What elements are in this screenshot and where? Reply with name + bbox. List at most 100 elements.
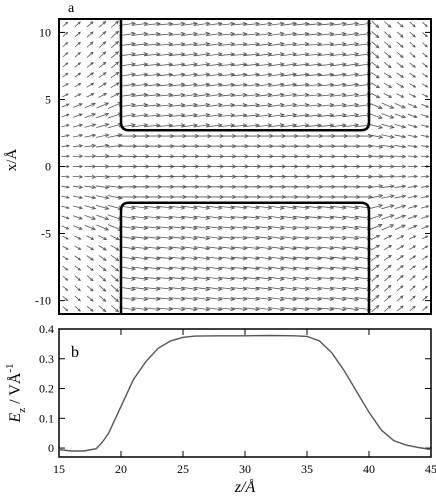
field-arrow [394,184,407,189]
field-arrow [268,62,285,67]
field-arrow [268,307,285,312]
field-arrow [98,20,107,28]
field-arrow [193,62,211,67]
field-arrow [420,175,430,179]
field-arrow [181,123,199,128]
field-arrow [84,195,97,200]
field-arrow [330,72,347,77]
field-arrow [181,21,199,26]
field-arrow [409,285,416,291]
field-arrow [73,113,83,118]
field-arrow [96,214,110,221]
field-arrow [268,266,285,271]
field-arrow [61,154,70,158]
field-arrow [255,225,273,231]
field-arrow [193,276,211,281]
field-arrow [381,184,395,189]
y-tick-label: -5 [41,227,51,241]
field-arrow [193,266,211,271]
field-arrow [255,62,273,67]
vector-field [61,20,430,313]
field-arrow [86,235,95,240]
field-arrow [420,154,430,158]
field-arrow [268,113,285,118]
field-arrow [181,82,199,87]
field-arrow [342,72,360,77]
field-arrow [268,82,285,87]
field-arrow [330,62,347,67]
channel-walls [119,19,371,314]
field-arrow [98,61,107,68]
field-arrow [407,144,418,149]
field-arrow [330,123,347,128]
field-arrow [330,215,347,220]
field-arrow [381,164,395,169]
y-tick-label: 0 [45,160,51,174]
x-tick-label: 35 [301,462,313,476]
field-arrow [407,124,418,129]
field-arrow [409,305,416,312]
field-arrow [98,41,107,48]
y-tick-label: 0.2 [39,382,54,396]
field-arrow [181,113,199,118]
field-arrow [96,224,110,231]
field-arrow [255,113,273,118]
field-arrow [255,72,273,77]
field-arrow [86,61,94,68]
field-arrow [381,102,395,109]
field-arrow [268,296,285,302]
field-arrow [110,284,120,293]
field-arrow [330,276,347,281]
field-arrow [371,31,380,39]
field-arrow [342,205,360,210]
field-arrow [193,82,211,87]
field-arrow [409,62,416,68]
field-arrow [268,236,285,241]
field-arrow [407,184,418,189]
field-arrow [110,30,120,38]
field-arrow [383,264,392,272]
field-arrow [62,72,69,78]
field-arrow [74,265,82,271]
field-arrow [181,41,199,47]
field-arrow [342,286,360,292]
field-arrow [84,174,97,179]
field-arrow [421,83,429,88]
field-arrow [62,255,69,261]
field-arrow [330,205,347,210]
field-arrow [84,143,97,148]
field-arrow [394,154,407,159]
field-arrow [86,275,94,282]
field-arrow [255,102,273,108]
field-arrow [193,31,211,37]
field-arrow [330,42,347,47]
field-arrow [255,52,273,57]
wall-lower [119,201,371,314]
panel-a-y-ticks: -10 -5 0 5 10 [35,25,431,308]
field-arrow [84,185,97,190]
field-arrow [342,113,360,118]
field-arrow [422,305,428,311]
field-arrow [268,72,285,77]
field-arrow [61,215,70,220]
field-arrow [384,274,392,282]
field-arrow [368,123,384,129]
field-arrow [421,205,430,209]
field-arrow [107,133,123,138]
field-arrow [381,123,395,129]
field-arrow [96,112,110,119]
field-arrow [61,195,70,199]
field-arrow [110,244,120,251]
field-arrow [383,235,393,240]
field-arrow [62,21,69,27]
field-arrow [268,225,285,231]
field-arrow [420,134,430,138]
field-arrow [409,295,416,302]
field-arrow [74,295,81,302]
field-arrow [381,154,395,159]
field-arrow [86,245,95,251]
field-arrow [181,52,199,57]
field-arrow [421,215,430,219]
field-arrow [381,214,395,220]
field-arrow [62,265,69,271]
